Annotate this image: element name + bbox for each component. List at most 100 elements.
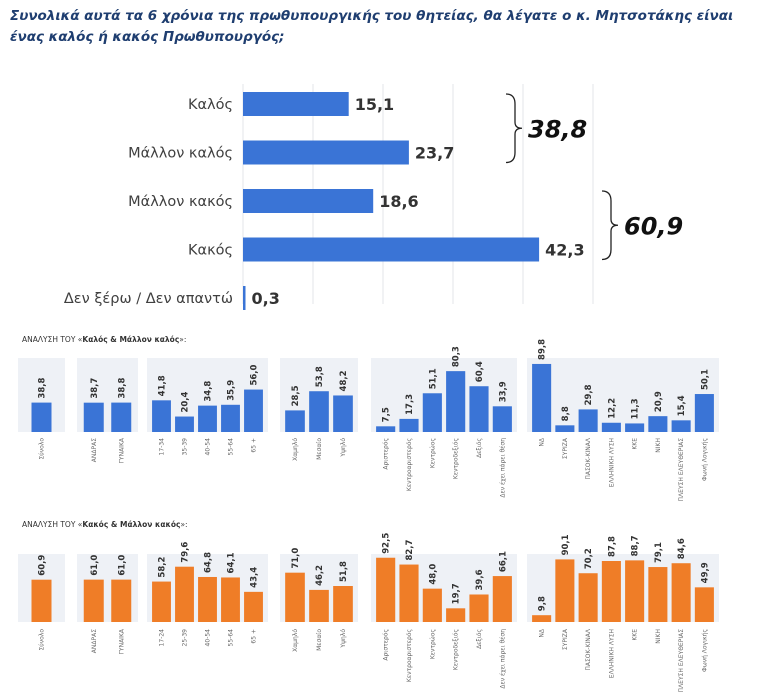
- category-label: ΝΔ: [539, 437, 546, 446]
- category-label: ΝΙΚΗ: [655, 438, 662, 453]
- value-label: 19,7: [452, 583, 462, 604]
- bar: [152, 581, 171, 622]
- category-label: Κεντροδεξιός: [453, 629, 460, 670]
- category-label: 25-39: [182, 629, 189, 647]
- value-label: 7,5: [382, 407, 392, 422]
- value-label: 60,4: [475, 361, 485, 382]
- category-label: ΓΥΝΑΙΚΑ: [118, 628, 125, 654]
- bracket: [505, 93, 523, 164]
- bar: [446, 608, 466, 622]
- bar: [243, 140, 409, 165]
- value-label: 84,6: [677, 538, 687, 559]
- bar: [243, 237, 540, 262]
- category-label: ΠΛΕΥΣΗ ΕΛΕΥΘΕΡΙΑΣ: [678, 629, 685, 693]
- bar: [469, 594, 489, 622]
- bar: [399, 418, 419, 432]
- bar: [333, 395, 353, 432]
- bar: [111, 579, 132, 622]
- category-label: Μεσαίο: [316, 629, 323, 651]
- value-label: 20,9: [654, 391, 664, 412]
- value-label: 34,8: [204, 381, 214, 402]
- value-label: 79,1: [654, 542, 664, 563]
- category-label: Δεξιός: [476, 629, 483, 649]
- category-label: 35-39: [182, 438, 189, 456]
- value-label: 11,3: [631, 398, 641, 419]
- bar: [625, 560, 645, 622]
- category-label: Χαμηλό: [292, 438, 299, 461]
- category-label: 55-64: [228, 629, 235, 647]
- category-label: Φωνή Λογικής: [701, 438, 708, 481]
- bar: [175, 566, 194, 622]
- bar: [694, 587, 714, 622]
- category-label: ΕΛΛΗΝΙΚΗ ΛΥΣΗ: [608, 629, 615, 678]
- bar: [532, 363, 552, 432]
- category-label: ΠΑΣΟΚ-ΚΙΝΑΛ: [585, 437, 592, 480]
- value-label: 8,8: [561, 406, 571, 421]
- group-background: [371, 358, 517, 432]
- bar: [492, 576, 512, 622]
- value-label: 39,6: [475, 569, 485, 590]
- category-label: Δεν έχει πάρει θέση: [499, 438, 506, 498]
- bar: [111, 402, 132, 432]
- value-label: 15,1: [355, 95, 394, 114]
- breakdown-negative: ΑΝΑΛΥΣΗ ΤΟΥ «Κακός & Μάλλον κακός»: 60,9 Σ…: [18, 520, 719, 692]
- category-label: ΝΙΚΗ: [655, 629, 662, 644]
- value-label: 60,9: [38, 555, 48, 576]
- value-label: 80,3: [452, 346, 462, 367]
- bar: [625, 423, 645, 432]
- value-label: 51,1: [428, 368, 438, 389]
- group-background: [527, 358, 719, 432]
- value-label: 61,0: [90, 555, 100, 576]
- category-label: Μάλλον κακός: [128, 194, 233, 210]
- bar: [309, 589, 329, 622]
- category-label: Σύνολο: [39, 438, 46, 460]
- bar: [243, 189, 374, 213]
- value-label: 89,8: [538, 339, 548, 360]
- value-label: 64,8: [204, 552, 214, 573]
- bar: [492, 406, 512, 432]
- value-label: 9,8: [538, 596, 548, 611]
- value-label: 64,1: [227, 552, 237, 573]
- category-label: 65 +: [251, 438, 258, 453]
- bar: [83, 579, 104, 622]
- value-label: 18,6: [379, 192, 418, 211]
- bar: [578, 409, 598, 432]
- main-chart: Καλός 15,1 Μάλλον καλός 23,7 Μάλλον κακός 18,…: [64, 84, 683, 310]
- value-label: 56,0: [250, 365, 260, 386]
- bar: [376, 557, 396, 622]
- bar: [152, 400, 171, 432]
- bar: [399, 564, 419, 622]
- bar: [648, 567, 668, 622]
- bar: [671, 563, 691, 622]
- category-label: Υψηλό: [340, 438, 347, 458]
- value-label: 50,1: [700, 369, 710, 390]
- category-label: Αριστερός: [383, 629, 390, 661]
- value-label: 87,8: [607, 536, 617, 557]
- category-label: ΣΥΡΙΖΑ: [562, 628, 569, 650]
- category-label: Κεντροδεξιός: [453, 438, 460, 479]
- value-label: 20,4: [181, 391, 191, 412]
- category-label: 17-24: [159, 629, 166, 647]
- group-background: [371, 554, 517, 622]
- bar: [83, 402, 104, 432]
- bar: [221, 577, 240, 622]
- bar: [221, 404, 240, 432]
- total-label: 60,9: [624, 212, 683, 240]
- category-label: Δεν έχει πάρει θέση: [499, 629, 506, 689]
- bar: [422, 393, 442, 432]
- bar: [555, 425, 575, 432]
- bar: [285, 410, 305, 432]
- value-label: 70,2: [584, 548, 594, 569]
- category-label: ΝΔ: [539, 628, 546, 637]
- value-label: 51,8: [339, 561, 349, 582]
- category-label: ΑΝΔΡΑΣ: [91, 438, 98, 462]
- category-label: ΠΛΕΥΣΗ ΕΛΕΥΘΕΡΙΑΣ: [678, 438, 685, 502]
- total-label: 38,8: [528, 115, 587, 143]
- category-label: Σύνολο: [39, 629, 46, 651]
- category-label: 65 +: [251, 629, 258, 644]
- bar: [243, 92, 349, 116]
- category-label: 17-34: [159, 438, 166, 456]
- category-label: ΣΥΡΙΖΑ: [562, 437, 569, 459]
- value-label: 28,5: [291, 385, 301, 406]
